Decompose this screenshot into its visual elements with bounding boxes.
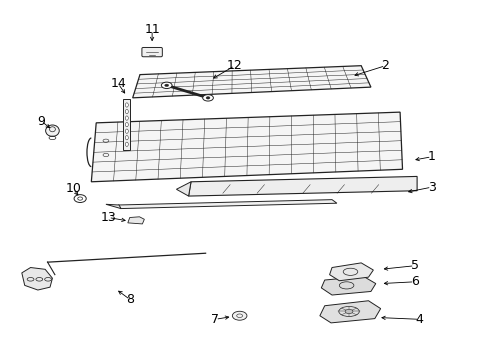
Ellipse shape <box>202 95 213 101</box>
Polygon shape <box>118 200 336 208</box>
Polygon shape <box>123 99 130 150</box>
Polygon shape <box>321 276 375 295</box>
Ellipse shape <box>125 122 128 127</box>
Ellipse shape <box>125 103 128 107</box>
Ellipse shape <box>232 311 246 320</box>
Text: 9: 9 <box>37 114 45 127</box>
Polygon shape <box>329 263 372 281</box>
Polygon shape <box>188 176 416 196</box>
Ellipse shape <box>205 96 209 99</box>
Text: 14: 14 <box>110 77 126 90</box>
Polygon shape <box>132 66 370 98</box>
Text: 2: 2 <box>381 59 388 72</box>
Polygon shape <box>91 112 402 182</box>
Ellipse shape <box>125 109 128 114</box>
Ellipse shape <box>125 136 128 140</box>
Text: 12: 12 <box>226 59 242 72</box>
Ellipse shape <box>345 309 352 314</box>
Polygon shape <box>127 217 144 224</box>
Polygon shape <box>22 267 52 290</box>
Ellipse shape <box>125 116 128 120</box>
Polygon shape <box>319 301 380 323</box>
Text: 10: 10 <box>65 183 81 195</box>
Polygon shape <box>106 204 121 208</box>
Ellipse shape <box>125 129 128 133</box>
Text: 1: 1 <box>427 150 435 163</box>
Polygon shape <box>176 182 191 196</box>
Text: 7: 7 <box>211 313 219 326</box>
Text: 11: 11 <box>144 23 160 36</box>
Ellipse shape <box>164 84 168 87</box>
FancyBboxPatch shape <box>142 48 162 57</box>
Text: 13: 13 <box>100 211 116 224</box>
Ellipse shape <box>45 125 59 136</box>
Ellipse shape <box>125 142 128 147</box>
Text: 3: 3 <box>427 181 435 194</box>
Ellipse shape <box>161 82 172 89</box>
Text: 4: 4 <box>415 313 423 326</box>
Text: 8: 8 <box>126 293 134 306</box>
Text: 5: 5 <box>410 259 418 272</box>
Text: 6: 6 <box>410 275 418 288</box>
